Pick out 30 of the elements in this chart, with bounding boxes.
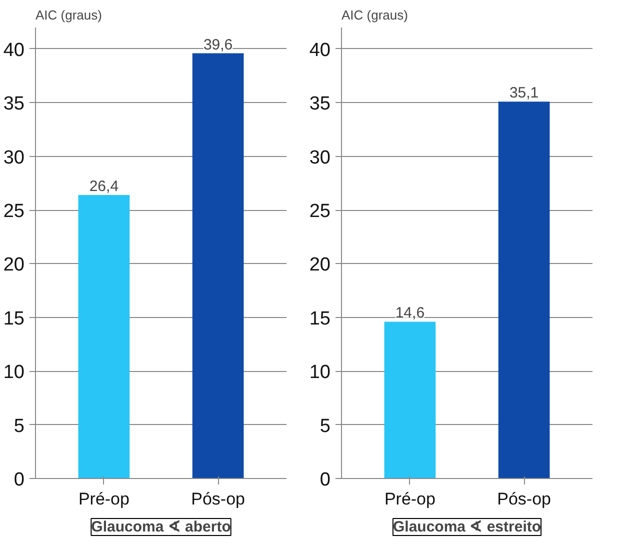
y-tick-label: 35 [309, 94, 331, 115]
y-tick-label: 5 [320, 416, 331, 437]
text: Glaucoma ∢ estreito [392, 518, 542, 536]
y-axis-title: AIC (graus) [342, 8, 408, 22]
data-label: 39,6 [203, 36, 233, 54]
data-label: 35,1 [509, 84, 539, 102]
y-tick-label: 20 [3, 254, 25, 276]
y-tick-label: 10 [309, 362, 331, 384]
y-tick-label: 25 [3, 201, 25, 222]
y-axis-title: AIC (graus) [36, 8, 102, 22]
y-tick-label: 30 [309, 147, 331, 168]
x-tick-label: Pré-op [78, 490, 130, 508]
x-tick-label: Pós-op [497, 490, 551, 508]
y-tick-label: 15 [309, 308, 331, 330]
y-tick-label: 40 [309, 40, 331, 61]
y-tick-label: 10 [3, 362, 25, 384]
y-tick-label: 40 [3, 40, 25, 61]
x-tick-label: Pós-op [191, 490, 245, 508]
data-label: 26,4 [89, 178, 119, 196]
y-tick-label: 30 [3, 147, 25, 168]
text: Glaucoma ∢ aberto [91, 518, 231, 536]
y-tick-label: 0 [320, 470, 331, 490]
data-label: 14,6 [395, 304, 425, 322]
y-tick-label: 5 [14, 416, 25, 437]
y-tick-label: 20 [309, 254, 331, 276]
y-tick-label: 25 [309, 201, 331, 222]
y-tick-label: 35 [3, 94, 25, 115]
x-tick-label: Pré-op [384, 490, 436, 508]
y-tick-label: 15 [3, 308, 25, 330]
y-tick-label: 0 [14, 470, 25, 490]
